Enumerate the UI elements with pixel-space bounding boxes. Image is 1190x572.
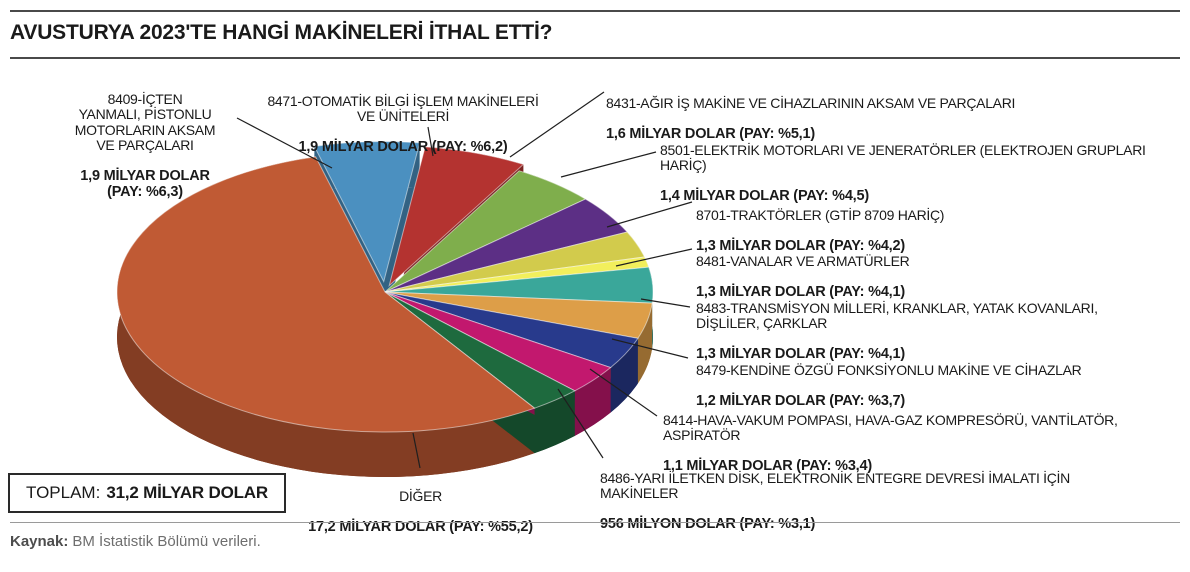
- top-rule: [10, 10, 1180, 12]
- pie-slice-rim-diger: [116, 156, 535, 477]
- slice-value: 1,6 MİLYAR DOLAR (PAY: %5,1): [606, 125, 816, 142]
- slice-label: 8501-ELEKTRİK MOTORLARI VE JENERATÖRLER …: [660, 141, 1146, 173]
- callout-8409: 8409-İÇTEN YANMALI, PİSTONLU MOTORLARIN …: [30, 76, 260, 216]
- total-box: TOPLAM: 31,2 MİLYAR DOLAR: [8, 473, 286, 513]
- title-underline-rule: [10, 57, 1180, 59]
- slice-label: 8479-KENDİNE ÖZGÜ FONKSİYONLU MAKİNE VE …: [696, 361, 1082, 378]
- callout-8431: 8431-AĞIR İŞ MAKİNE VE CİHAZLARININ AKSA…: [606, 80, 1176, 158]
- slice-label: 8471-OTOMATİK BİLGİ İŞLEM MAKİNELERİ VE …: [267, 92, 539, 124]
- callout-8481: 8481-VANALAR VE ARMATÜRLER 1,3 MİLYAR DO…: [696, 238, 1126, 316]
- callout-8479: 8479-KENDİNE ÖZGÜ FONKSİYONLU MAKİNE VE …: [696, 347, 1166, 425]
- callout-diger: DİĞER 17,2 MİLYAR DOLAR (PAY: %55,2): [288, 473, 553, 551]
- slice-label: 8486-YARI İLETKEN DİSK, ELEKTRONİK ENTEG…: [600, 469, 1070, 501]
- leader-line-8481: [615, 248, 693, 267]
- source-text: BM İstatistik Bölümü verileri.: [72, 533, 261, 550]
- total-value: 31,2 MİLYAR DOLAR: [106, 483, 268, 502]
- slice-label: DİĞER: [399, 487, 442, 504]
- leader-line-8483: [640, 298, 691, 308]
- footer-rule: [10, 522, 1180, 523]
- source-line: Kaynak: BM İstatistik Bölümü verileri.: [10, 533, 261, 550]
- pie-slice-diger: [116, 156, 536, 433]
- pie-slice-rim-8479: [610, 338, 638, 413]
- slice-value: 1,4 MİLYAR DOLAR (PAY: %4,5): [660, 188, 870, 204]
- slice-label: 8414-HAVA-VAKUM POMPASI, HAVA-GAZ KOMPRE…: [663, 411, 1118, 443]
- callout-8414: 8414-HAVA-VAKUM POMPASI, HAVA-GAZ KOMPRE…: [663, 397, 1183, 490]
- slice-value: 1,3 MİLYAR DOLAR (PAY: %4,1): [696, 283, 906, 300]
- callout-8471: 8471-OTOMATİK BİLGİ İŞLEM MAKİNELERİ VE …: [243, 78, 563, 171]
- slice-label: 8483-TRANSMİSYON MİLLERİ, KRANKLAR, YATA…: [696, 299, 1098, 331]
- callout-8483: 8483-TRANSMİSYON MİLLERİ, KRANKLAR, YATA…: [696, 285, 1176, 378]
- pie-slice-8471: [388, 146, 525, 288]
- slice-label: 8431-AĞIR İŞ MAKİNE VE CİHAZLARININ AKSA…: [606, 94, 1016, 111]
- slice-label: 8701-TRAKTÖRLER (GTİP 8709 HARİÇ): [696, 206, 945, 223]
- leader-line-8471: [427, 126, 434, 157]
- pie-slice-8409: [313, 141, 421, 283]
- slice-value: 1,2 MİLYAR DOLAR (PAY: %3,7): [696, 392, 906, 409]
- slice-value: 956 MİLYON DOLAR (PAY: %3,1): [600, 516, 816, 532]
- leader-line-8409: [236, 117, 333, 169]
- leader-line-8486: [557, 388, 604, 459]
- leader-line-8501: [560, 151, 657, 178]
- chart-title: AVUSTURYA 2023'TE HANGİ MAKİNELERİ İTHAL…: [10, 21, 553, 44]
- slice-value: 1,9 MİLYAR DOLAR (PAY: %6,2): [298, 139, 508, 155]
- leader-line-8479: [611, 338, 689, 359]
- leader-line-8414: [589, 368, 658, 417]
- leader-line-8701: [606, 201, 693, 228]
- slice-label: 8481-VANALAR VE ARMATÜRLER: [696, 252, 910, 269]
- source-label: Kaynak:: [10, 533, 69, 550]
- slice-value: 1,9 MİLYAR DOLAR (PAY: %6,3): [80, 168, 210, 200]
- leader-line-8431: [509, 91, 605, 158]
- pie-slice-rim-8483: [637, 303, 653, 384]
- callout-8701: 8701-TRAKTÖRLER (GTİP 8709 HARİÇ) 1,3 Mİ…: [696, 192, 1126, 270]
- slice-value: 1,3 MİLYAR DOLAR (PAY: %4,1): [696, 346, 906, 362]
- callout-8486: 8486-YARI İLETKEN DİSK, ELEKTRONİK ENTEG…: [600, 455, 1090, 548]
- slice-value: 1,3 MİLYAR DOLAR (PAY: %4,2): [696, 237, 906, 254]
- slice-label: 8409-İÇTEN YANMALI, PİSTONLU MOTORLARIN …: [74, 90, 216, 153]
- leader-line-diger: [412, 432, 421, 469]
- total-label: TOPLAM:: [26, 483, 101, 502]
- slice-value: 1,1 MİLYAR DOLAR (PAY: %3,4): [663, 458, 873, 474]
- pie-slice-rim-8414: [574, 367, 611, 436]
- callout-8501: 8501-ELEKTRİK MOTORLARI VE JENERATÖRLER …: [660, 127, 1184, 220]
- pie-slice-rim-8486: [534, 390, 575, 454]
